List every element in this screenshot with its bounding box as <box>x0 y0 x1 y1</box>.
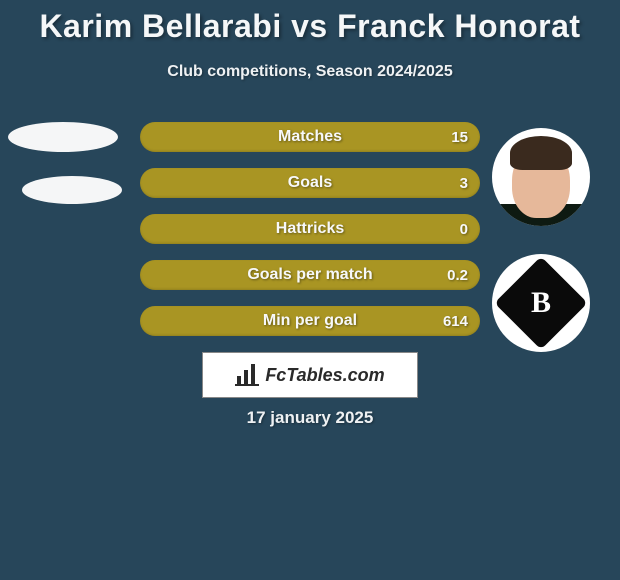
player-b-avatar <box>492 128 590 226</box>
stat-label: Goals per match <box>247 266 372 284</box>
stat-row: Goals 3 <box>140 168 480 198</box>
badge-letter: B <box>492 254 590 352</box>
stat-value: 614 <box>443 313 468 330</box>
avatar-hair <box>510 136 572 170</box>
stat-row: Matches 15 <box>140 122 480 152</box>
watermark-text: FcTables.com <box>265 365 384 386</box>
page-title: Karim Bellarabi vs Franck Honorat <box>0 0 620 45</box>
stat-label: Matches <box>278 128 342 146</box>
date: 17 january 2025 <box>0 408 620 428</box>
stat-value: 3 <box>460 175 468 192</box>
stat-label: Goals <box>288 174 332 192</box>
subtitle: Club competitions, Season 2024/2025 <box>0 63 620 81</box>
stat-row: Goals per match 0.2 <box>140 260 480 290</box>
stat-label: Min per goal <box>263 312 357 330</box>
stat-row: Hattricks 0 <box>140 214 480 244</box>
stat-value: 0 <box>460 221 468 238</box>
stat-row: Min per goal 614 <box>140 306 480 336</box>
club-b-badge: B <box>492 254 590 352</box>
watermark: FcTables.com <box>202 352 418 398</box>
player-a-placeholder-2 <box>22 176 122 204</box>
bar-chart-icon <box>235 364 259 386</box>
stat-value: 15 <box>451 129 468 146</box>
stat-value: 0.2 <box>447 267 468 284</box>
stat-label: Hattricks <box>276 220 344 238</box>
stats-container: Matches 15 Goals 3 Hattricks 0 Goals per… <box>140 122 480 352</box>
player-a-placeholder-1 <box>8 122 118 152</box>
